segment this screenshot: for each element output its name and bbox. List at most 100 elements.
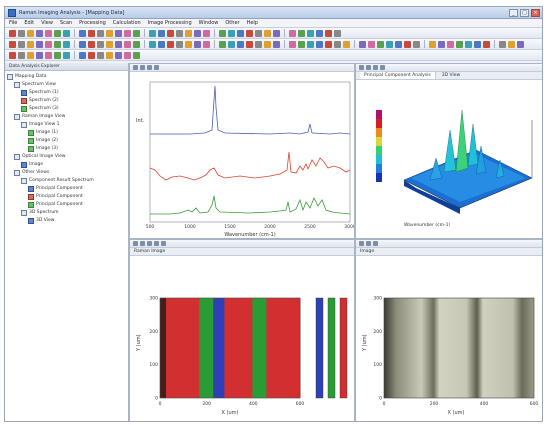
toolbar-icon[interactable] bbox=[27, 51, 34, 59]
toolbar-icon[interactable] bbox=[203, 29, 210, 37]
toolbar-icon[interactable] bbox=[36, 51, 43, 59]
menu-item[interactable]: Scan bbox=[59, 20, 73, 26]
toolbar-icon[interactable] bbox=[273, 29, 280, 37]
settings-icon[interactable] bbox=[380, 65, 385, 70]
toolbar-icon[interactable] bbox=[219, 40, 226, 48]
toolbar-icon[interactable] bbox=[133, 29, 140, 37]
toolbar-icon[interactable] bbox=[133, 40, 140, 48]
maximize-button[interactable]: □ bbox=[520, 9, 529, 17]
toolbar-icon[interactable] bbox=[63, 51, 70, 59]
toolbar-icon[interactable] bbox=[45, 51, 52, 59]
toolbar-icon[interactable] bbox=[115, 40, 122, 48]
toolbar-icon[interactable] bbox=[97, 51, 104, 59]
tab-pca[interactable]: Principal Component Analysis bbox=[360, 72, 436, 79]
toolbar-icon[interactable] bbox=[456, 40, 463, 48]
tree-item[interactable]: 3D Spectrum bbox=[7, 209, 128, 217]
toolbar-icon[interactable] bbox=[264, 29, 271, 37]
pan-icon[interactable] bbox=[140, 241, 145, 246]
toolbar-icon[interactable] bbox=[9, 51, 16, 59]
tree-item[interactable]: Image (1) bbox=[7, 129, 128, 137]
toolbar-icon[interactable] bbox=[158, 40, 165, 48]
menu-item[interactable]: Other bbox=[225, 20, 240, 26]
toolbar-icon[interactable] bbox=[97, 29, 104, 37]
surface-plot[interactable]: Wavenumber (cm-1) bbox=[356, 80, 543, 239]
toolbar-icon[interactable] bbox=[465, 40, 472, 48]
rotate-icon[interactable] bbox=[359, 65, 364, 70]
menu-item[interactable]: Processing bbox=[79, 20, 106, 26]
toolbar-icon[interactable] bbox=[307, 40, 314, 48]
toolbar-icon[interactable] bbox=[404, 40, 411, 48]
menu-item[interactable]: Edit bbox=[24, 20, 35, 26]
toolbar-icon[interactable] bbox=[79, 29, 86, 37]
menu-item[interactable]: File bbox=[9, 20, 18, 26]
export-icon[interactable] bbox=[154, 65, 159, 70]
toolbar-icon[interactable] bbox=[203, 40, 210, 48]
toolbar-icon[interactable] bbox=[185, 40, 192, 48]
toolbar-icon[interactable] bbox=[334, 40, 341, 48]
export-icon[interactable] bbox=[161, 241, 166, 246]
zoom-icon[interactable] bbox=[133, 65, 138, 70]
toolbar-icon[interactable] bbox=[508, 40, 515, 48]
toolbar-icon[interactable] bbox=[474, 40, 481, 48]
zoom-icon[interactable] bbox=[366, 65, 371, 70]
tree-item[interactable]: 3D View bbox=[7, 217, 128, 225]
tree-item[interactable]: Principal Component bbox=[7, 201, 128, 209]
cursor-icon[interactable] bbox=[147, 65, 152, 70]
toolbar-icon[interactable] bbox=[185, 29, 192, 37]
zoom-icon[interactable] bbox=[133, 241, 138, 246]
pan-icon[interactable] bbox=[366, 241, 371, 246]
tree-item[interactable]: Optical Image View bbox=[7, 153, 128, 161]
toolbar-icon[interactable] bbox=[298, 40, 305, 48]
toolbar-icon[interactable] bbox=[167, 29, 174, 37]
close-button[interactable]: × bbox=[531, 9, 540, 17]
menu-item[interactable]: Help bbox=[246, 20, 258, 26]
toolbar-icon[interactable] bbox=[45, 40, 52, 48]
toolbar-icon[interactable] bbox=[395, 40, 402, 48]
toolbar-icon[interactable] bbox=[167, 40, 174, 48]
toolbar-icon[interactable] bbox=[273, 40, 280, 48]
palette-icon[interactable] bbox=[154, 241, 159, 246]
toolbar-icon[interactable] bbox=[36, 40, 43, 48]
toolbar-icon[interactable] bbox=[264, 40, 271, 48]
toolbar-icon[interactable] bbox=[413, 40, 420, 48]
toolbar-icon[interactable] bbox=[343, 40, 350, 48]
toolbar-icon[interactable] bbox=[316, 40, 323, 48]
toolbar-icon[interactable] bbox=[228, 29, 235, 37]
tree-item[interactable]: Principal Component bbox=[7, 193, 128, 201]
toolbar-icon[interactable] bbox=[246, 40, 253, 48]
tree-item[interactable]: Raman Image View bbox=[7, 113, 128, 121]
toolbar-icon[interactable] bbox=[79, 51, 86, 59]
toolbar-icon[interactable] bbox=[45, 29, 52, 37]
toolbar-icon[interactable] bbox=[124, 40, 131, 48]
toolbar-icon[interactable] bbox=[325, 29, 332, 37]
toolbar-icon[interactable] bbox=[517, 40, 524, 48]
toolbar-icon[interactable] bbox=[88, 51, 95, 59]
tree-item[interactable]: Mapping Data bbox=[7, 73, 128, 81]
toolbar-icon[interactable] bbox=[255, 29, 262, 37]
toolbar-icon[interactable] bbox=[106, 29, 113, 37]
toolbar-icon[interactable] bbox=[316, 29, 323, 37]
tree-item[interactable]: Component Result Spectrum bbox=[7, 177, 128, 185]
toolbar-icon[interactable] bbox=[106, 51, 113, 59]
menu-item[interactable]: Window bbox=[198, 20, 219, 26]
toolbar-icon[interactable] bbox=[63, 29, 70, 37]
toolbar-icon[interactable] bbox=[133, 51, 140, 59]
toolbar-icon[interactable] bbox=[228, 40, 235, 48]
tree-item[interactable]: Spectrum View bbox=[7, 81, 128, 89]
toolbar-icon[interactable] bbox=[325, 40, 332, 48]
tree-item[interactable]: Image View 1 bbox=[7, 121, 128, 129]
toolbar-icon[interactable] bbox=[18, 40, 25, 48]
toolbar-icon[interactable] bbox=[368, 40, 375, 48]
toolbar-icon[interactable] bbox=[54, 51, 61, 59]
tree-item[interactable]: Other Views bbox=[7, 169, 128, 177]
toolbar-icon[interactable] bbox=[246, 29, 253, 37]
toolbar-icon[interactable] bbox=[158, 29, 165, 37]
toolbar-icon[interactable] bbox=[237, 29, 244, 37]
tab-3d-view[interactable]: 3D View bbox=[441, 73, 461, 78]
tree-item[interactable]: Spectrum (1) bbox=[7, 89, 128, 97]
toolbar-icon[interactable] bbox=[429, 40, 436, 48]
toolbar-icon[interactable] bbox=[149, 29, 156, 37]
toolbar-icon[interactable] bbox=[27, 40, 34, 48]
tree-item[interactable]: Principal Component bbox=[7, 185, 128, 193]
tree-item[interactable]: Image bbox=[7, 161, 128, 169]
